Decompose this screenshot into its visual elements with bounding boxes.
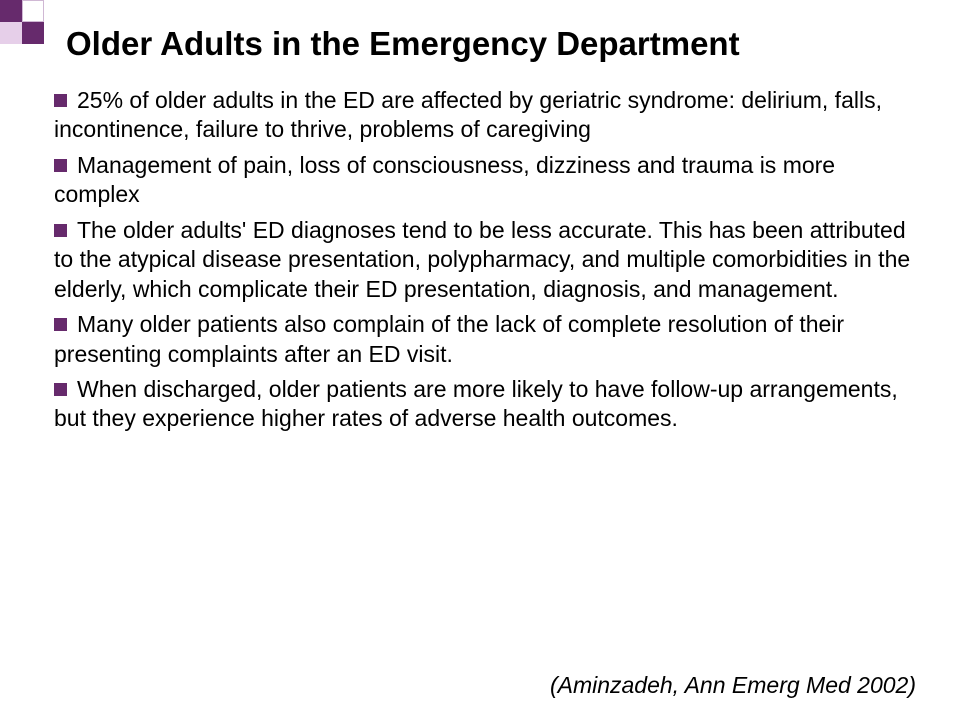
citation: (Aminzadeh, Ann Emerg Med 2002) [550,672,916,699]
bullet-text: When discharged, older patients are more… [54,376,898,431]
slide-title: Older Adults in the Emergency Department [66,26,920,62]
bullet-item: 25% of older adults in the ED are affect… [54,86,918,145]
bullet-item: When discharged, older patients are more… [54,375,918,434]
square-bullet-icon [54,94,67,107]
slide-body: 25% of older adults in the ED are affect… [54,86,918,440]
bullet-text: Many older patients also complain of the… [54,311,844,366]
bullet-text: The older adults' ED diagnoses tend to b… [54,217,910,302]
square-bullet-icon [54,318,67,331]
square-bullet-icon [54,224,67,237]
deco-square-3 [0,22,22,44]
bullet-item: The older adults' ED diagnoses tend to b… [54,216,918,304]
bullet-item: Management of pain, loss of consciousnes… [54,151,918,210]
square-bullet-icon [54,159,67,172]
deco-square-4 [22,22,44,44]
deco-square-1 [0,0,22,22]
deco-square-2 [22,0,44,22]
bullet-item: Many older patients also complain of the… [54,310,918,369]
square-bullet-icon [54,383,67,396]
slide: Older Adults in the Emergency Department… [0,0,960,717]
bullet-text: 25% of older adults in the ED are affect… [54,87,882,142]
bullet-text: Management of pain, loss of consciousnes… [54,152,835,207]
corner-decoration [0,0,44,44]
